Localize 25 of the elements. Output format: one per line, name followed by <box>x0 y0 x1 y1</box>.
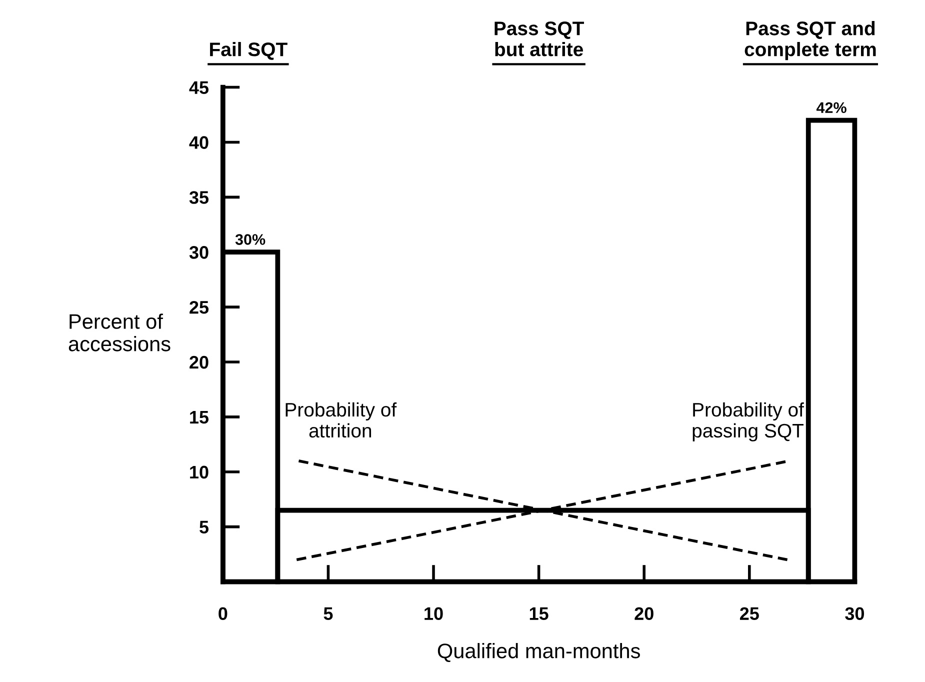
y-tick-label: 20 <box>190 356 208 369</box>
text: Pass SQT but attrite <box>494 22 584 56</box>
x-tick-label: 0 <box>218 607 228 620</box>
text: Fail SQT <box>210 42 288 60</box>
x-tick-label: 5 <box>324 607 333 620</box>
data-label: 42% <box>816 102 846 114</box>
x-tick-label: 20 <box>634 607 654 620</box>
y-axis-title: Percent of accessions <box>68 314 170 352</box>
y-tick-label: 5 <box>200 520 209 534</box>
data-label: 30% <box>235 234 266 245</box>
y-tick-label: 10 <box>190 466 208 479</box>
x-tick-label: 30 <box>845 607 864 620</box>
y-tick-label: 40 <box>189 136 208 149</box>
x-tick-label: 10 <box>424 607 443 620</box>
y-tick-label: 15 <box>190 411 209 424</box>
annotation: Probability of passing SQT <box>692 402 804 442</box>
x-tick-label: 15 <box>530 607 548 620</box>
x-tick-label: 25 <box>740 607 759 620</box>
text: Pass SQT and complete term <box>744 21 876 60</box>
y-tick-label: 30 <box>189 246 208 259</box>
y-tick-label: 45 <box>189 81 209 94</box>
annotation: Probability of attrition <box>286 402 397 438</box>
y-tick-label: 35 <box>189 191 209 204</box>
x-axis-title: Qualified man-months <box>438 643 640 662</box>
y-tick-label: 25 <box>190 300 209 314</box>
